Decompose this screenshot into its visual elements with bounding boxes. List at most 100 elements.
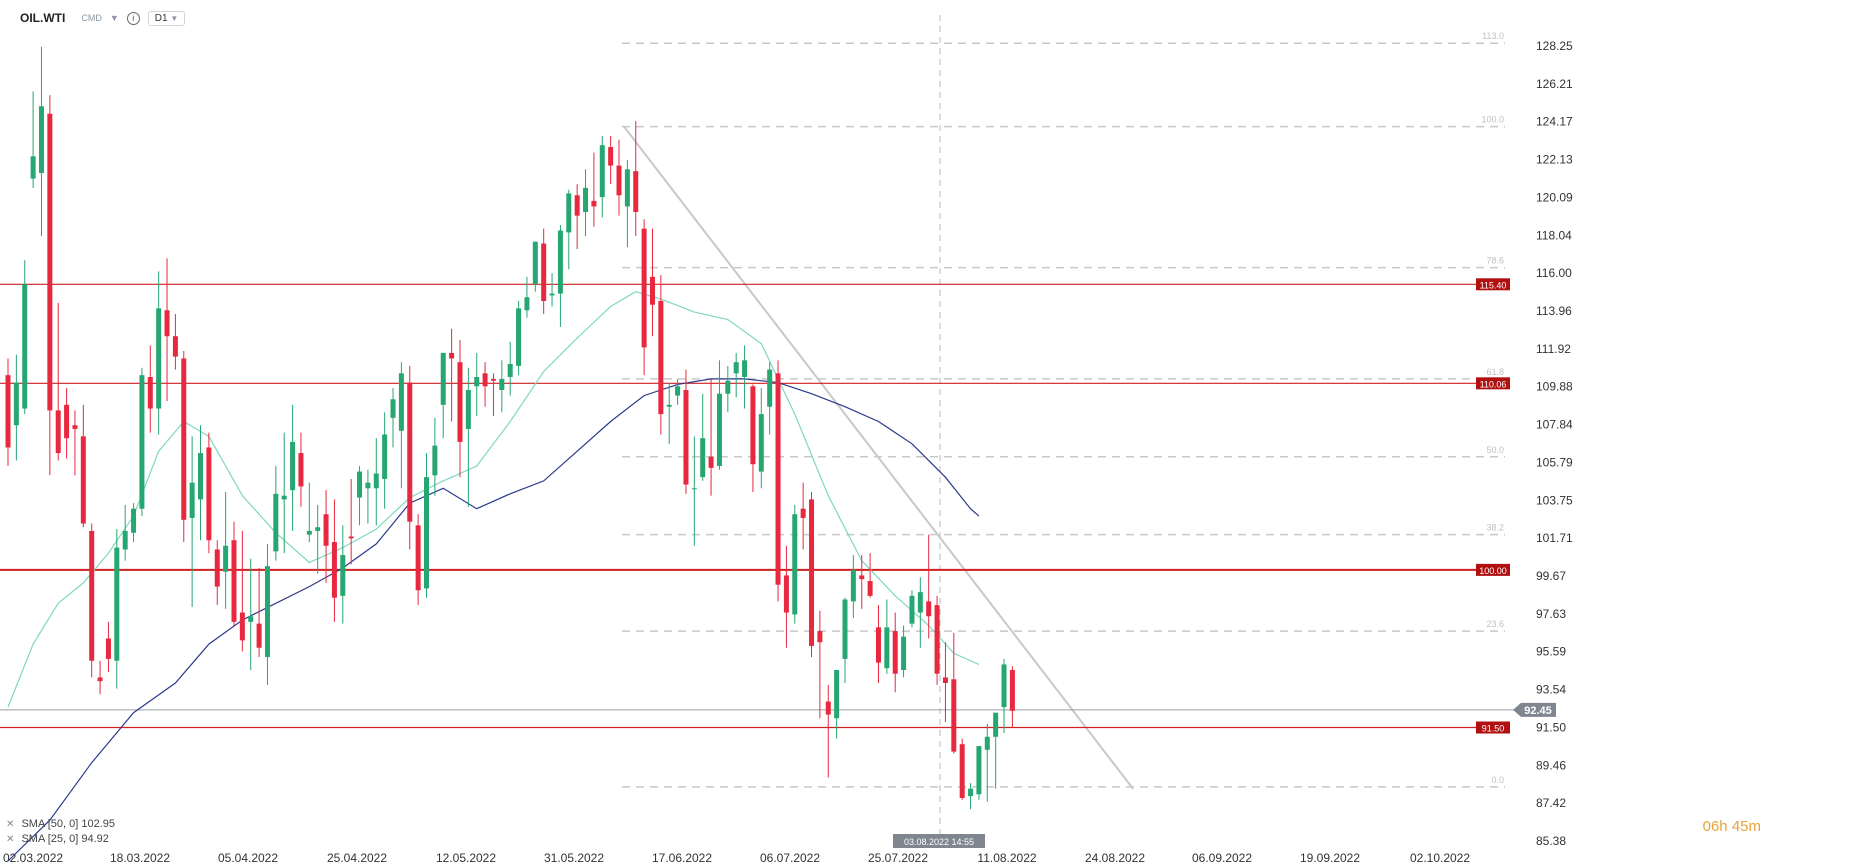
candle-body: [298, 453, 304, 487]
x-tick-label: 31.05.2022: [544, 851, 604, 865]
candle-body: [465, 389, 471, 429]
candle-body: [783, 575, 789, 613]
candle-body: [716, 393, 722, 467]
level-label-bg: [1476, 721, 1510, 734]
y-tick-label: 122.13: [1536, 152, 1573, 166]
candle-body: [658, 300, 664, 415]
candle-body: [993, 712, 999, 737]
symbol-name[interactable]: OIL.WTI: [20, 11, 66, 25]
candle-body: [909, 595, 915, 624]
candle-body: [1009, 670, 1015, 711]
candle-body: [490, 378, 496, 381]
x-tick-label: 24.08.2022: [1085, 851, 1145, 865]
candle-body: [181, 358, 187, 520]
candle-body: [432, 445, 438, 476]
level-label-bg: [1476, 278, 1510, 291]
candle-body: [139, 375, 145, 509]
candle-body: [549, 293, 555, 296]
candle-body: [725, 380, 731, 394]
sma25-label: SMA [25, 0] 94.92: [21, 833, 109, 845]
close-icon[interactable]: ✕: [6, 834, 15, 845]
candle-body: [942, 677, 948, 684]
candle-body: [22, 284, 28, 409]
y-tick-label: 85.38: [1536, 834, 1566, 848]
current-price-badge: [1513, 702, 1556, 717]
candle-body: [976, 746, 982, 795]
candle-body: [214, 549, 220, 587]
candle-body: [792, 514, 798, 615]
timeframe-selector[interactable]: D1 ▼: [147, 10, 186, 26]
candle-body: [331, 542, 337, 598]
candle-body: [591, 200, 597, 207]
candle-body: [415, 525, 421, 591]
candle-body: [223, 545, 229, 572]
candle-body: [131, 508, 137, 533]
candle-body: [273, 493, 279, 552]
candle-body: [281, 495, 287, 500]
y-tick-label: 103.75: [1536, 493, 1573, 507]
y-tick-label: 97.63: [1536, 607, 1566, 621]
y-tick-label: 107.84: [1536, 417, 1573, 431]
fib-ratio-label: 78.6: [1486, 256, 1504, 266]
sma50-line: [7, 378, 980, 862]
candle-body: [683, 389, 689, 485]
candle-body: [834, 670, 840, 719]
close-icon[interactable]: ✕: [6, 819, 15, 830]
candle-body: [809, 499, 815, 646]
x-tick-label: 17.06.2022: [652, 851, 712, 865]
candle-body: [105, 638, 111, 659]
candle-body: [357, 471, 363, 498]
candle-body: [5, 375, 11, 448]
sma25-line: [7, 291, 980, 708]
candle-body: [691, 488, 697, 490]
y-tick-label: 95.59: [1536, 645, 1566, 659]
chevron-down-icon: ▼: [170, 13, 179, 23]
candle-body: [608, 147, 614, 166]
x-tick-label: 25.04.2022: [327, 851, 387, 865]
candle-body: [147, 377, 153, 409]
candle-body: [733, 362, 739, 374]
candle-body: [407, 382, 413, 522]
candle-body: [507, 364, 513, 378]
candle-body: [926, 601, 932, 617]
x-tick-label: 05.04.2022: [218, 851, 278, 865]
y-tick-label: 91.50: [1536, 721, 1566, 735]
candle-body: [47, 113, 53, 411]
candle-body: [541, 243, 547, 301]
level-label: 115.40: [1480, 280, 1507, 290]
x-tick-label: 06.09.2022: [1192, 851, 1252, 865]
candle-body: [917, 592, 923, 613]
candle-body: [516, 308, 522, 366]
y-tick-label: 124.17: [1536, 115, 1573, 129]
instrument-type: CMD: [81, 13, 102, 23]
candle-body: [532, 241, 538, 285]
candle-body: [189, 482, 195, 518]
candle-timer: 06h 45m: [1702, 818, 1761, 835]
candle-body: [198, 453, 204, 500]
candle-body: [859, 575, 865, 580]
candle-body: [750, 386, 756, 465]
candle-body: [64, 404, 70, 439]
candle-body: [55, 410, 61, 454]
candle-body: [97, 677, 103, 682]
x-tick-label: 12.05.2022: [436, 851, 496, 865]
trend-line: [623, 126, 1134, 790]
indicator-legend: ✕ SMA [50, 0] 102.95 ✕ SMA [25, 0] 94.92: [6, 817, 115, 847]
candle-body: [290, 441, 296, 491]
level-label: 110.06: [1480, 379, 1507, 389]
fib-ratio-label: 23.6: [1486, 619, 1504, 629]
candle-body: [156, 308, 162, 409]
chevron-down-icon[interactable]: ▼: [109, 13, 119, 23]
y-tick-label: 93.54: [1536, 683, 1566, 697]
candle-body: [340, 555, 346, 596]
candle-body: [122, 530, 128, 550]
fib-ratio-label: 38.2: [1486, 523, 1504, 533]
level-label: 91.50: [1482, 724, 1505, 734]
fib-ratio-label: 113.0: [1482, 31, 1504, 41]
candle-body: [382, 434, 388, 480]
candle-body: [306, 530, 312, 535]
candle-body: [825, 701, 831, 715]
info-icon[interactable]: i: [126, 11, 140, 25]
fib-ratio-label: 100.0: [1481, 115, 1504, 125]
